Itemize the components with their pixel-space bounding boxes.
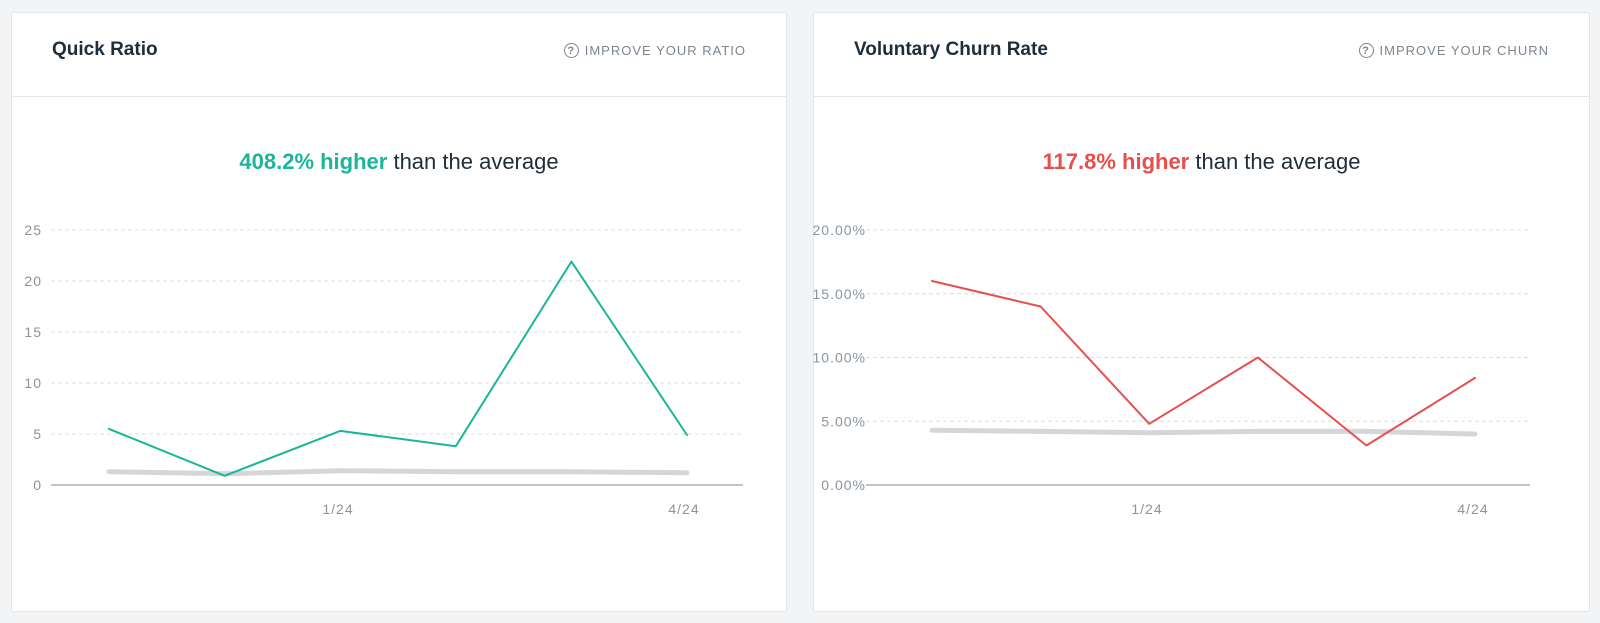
card-title: Voluntary Churn Rate (854, 39, 1048, 60)
headline-percent: 117.8% higher (1042, 149, 1190, 174)
headline-percent: 408.2% higher (239, 149, 388, 174)
y-tick-label: 10 (24, 375, 42, 391)
y-tick-label: 15.00% (813, 286, 866, 302)
headline: 117.8% higher than the average (814, 149, 1589, 175)
quick-ratio-chart: 0 5 10 15 20 25 1/24 4/24 (24, 222, 743, 517)
y-tick-label: 20.00% (813, 222, 866, 238)
y-tick-label: 0 (33, 477, 42, 493)
improve-churn-label: IMPROVE YOUR CHURN (1379, 43, 1549, 58)
x-tick-label: 4/24 (1457, 501, 1488, 517)
help-icon: ? (1358, 43, 1374, 58)
voluntary-churn-chart: 0.00% 5.00% 10.00% 15.00% 20.00% 1/24 4/24 (813, 222, 1530, 517)
y-tick-label: 25 (24, 222, 42, 238)
improve-ratio-label: IMPROVE YOUR RATIO (584, 43, 746, 58)
average-series-line (929, 427, 1478, 437)
improve-churn-link[interactable]: ? IMPROVE YOUR CHURN (1358, 43, 1549, 58)
voluntary-churn-card: Voluntary Churn Rate ? IMPROVE YOUR CHUR… (813, 12, 1590, 612)
headline: 408.2% higher than the average (12, 149, 786, 175)
help-icon: ? (563, 43, 579, 58)
average-series-line (106, 468, 690, 477)
card-title: Quick Ratio (52, 39, 158, 60)
series-line (931, 280, 1476, 447)
y-tick-label: 20 (24, 273, 42, 289)
headline-text: than the average (1189, 149, 1361, 174)
x-tick-label: 4/24 (668, 501, 699, 517)
x-tick-label: 1/24 (322, 501, 353, 517)
y-tick-label: 10.00% (813, 350, 866, 366)
y-tick-label: 5.00% (821, 413, 866, 429)
x-tick-label: 1/24 (1131, 501, 1162, 517)
card-header: Quick Ratio ? IMPROVE YOUR RATIO (12, 13, 786, 97)
y-tick-label: 5 (33, 426, 42, 442)
card-header: Voluntary Churn Rate ? IMPROVE YOUR CHUR… (814, 13, 1589, 97)
y-tick-label: 15 (24, 324, 42, 340)
series-line (108, 260, 688, 477)
y-tick-label: 0.00% (821, 477, 866, 493)
quick-ratio-card: Quick Ratio ? IMPROVE YOUR RATIO 408.2% … (11, 12, 787, 612)
headline-text: than the average (387, 149, 559, 174)
improve-ratio-link[interactable]: ? IMPROVE YOUR RATIO (563, 43, 746, 58)
